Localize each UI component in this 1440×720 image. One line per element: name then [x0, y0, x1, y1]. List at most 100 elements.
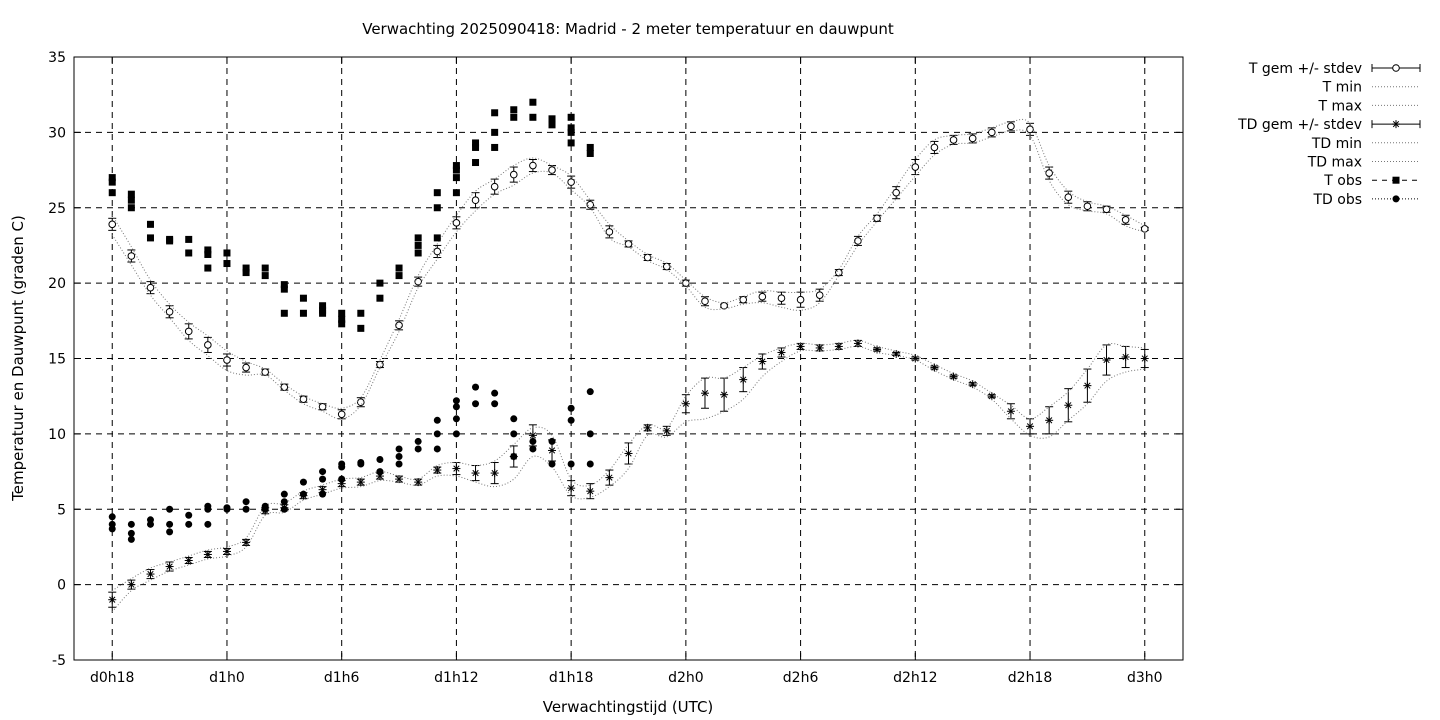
x-tick-label: d2h0 — [668, 670, 704, 686]
star-stroke — [873, 346, 881, 353]
data-point — [892, 188, 900, 197]
star-stroke — [778, 349, 785, 356]
data-point — [280, 383, 289, 391]
data-point — [108, 220, 117, 229]
series-t-min — [111, 129, 1145, 420]
data-point — [586, 487, 595, 496]
y-tick-label: 0 — [57, 578, 66, 594]
data-point — [357, 309, 365, 317]
y-tick-label: 30 — [48, 125, 66, 141]
data-point — [184, 556, 193, 565]
legend-label: TD gem +/- stdev — [1237, 117, 1362, 133]
star-stroke — [1141, 355, 1148, 362]
data-point — [452, 189, 460, 197]
data-point — [146, 570, 155, 579]
legend-item: T gem +/- stdev — [1248, 61, 1421, 77]
series-line — [111, 345, 1145, 613]
series-line — [111, 129, 1145, 420]
data-point — [1026, 422, 1035, 431]
data-point — [1102, 205, 1111, 214]
x-tick-label: d1h18 — [549, 670, 593, 686]
data-point — [854, 237, 862, 245]
data-point — [338, 475, 346, 483]
data-point — [529, 98, 537, 106]
data-point — [471, 469, 480, 478]
star-stroke — [204, 551, 211, 558]
star-stroke — [147, 570, 154, 578]
data-point — [510, 452, 518, 460]
data-point — [376, 456, 384, 464]
star-stroke — [701, 390, 709, 397]
legend-label: TD obs — [1312, 192, 1362, 208]
data-point — [338, 309, 346, 317]
star-stroke — [1103, 356, 1110, 364]
data-point — [319, 468, 327, 476]
data-point — [280, 281, 288, 289]
data-point — [949, 372, 958, 381]
legend-item: T min — [1322, 80, 1420, 96]
data-point — [548, 121, 556, 129]
data-point — [414, 445, 422, 453]
data-point — [127, 190, 135, 198]
star-stroke — [567, 484, 575, 492]
data-point — [873, 214, 881, 223]
data-point — [395, 460, 403, 468]
data-point — [108, 513, 116, 521]
data-point — [280, 498, 288, 506]
x-tick-label: d2h12 — [893, 670, 937, 686]
data-point — [146, 283, 155, 292]
data-point — [433, 247, 442, 256]
data-point — [223, 249, 231, 257]
data-point — [146, 234, 154, 242]
star-stroke — [1026, 423, 1034, 430]
star-stroke — [395, 475, 403, 483]
legend-label: T max — [1317, 98, 1362, 114]
y-tick-label: -5 — [52, 653, 66, 669]
x-tick-label: d3h0 — [1127, 670, 1163, 686]
y-tick-label: 25 — [48, 201, 66, 217]
star-stroke — [606, 474, 613, 481]
data-point — [720, 390, 729, 399]
data-point — [567, 404, 575, 412]
data-point — [567, 124, 575, 132]
y-tick-label: 15 — [48, 352, 66, 368]
data-point — [930, 143, 939, 152]
data-point — [567, 128, 575, 136]
data-point — [567, 484, 576, 493]
data-point — [204, 505, 212, 513]
data-point — [987, 128, 996, 137]
legend-label: T min — [1322, 80, 1362, 96]
data-point — [452, 397, 460, 405]
star-stroke — [1065, 402, 1072, 409]
star-stroke — [472, 469, 479, 477]
data-point — [491, 389, 499, 397]
star-stroke — [223, 548, 231, 555]
data-point — [127, 252, 136, 260]
data-point — [567, 113, 575, 121]
axis-ticks: d0h18 d1h0 d1h6 d1h12 d1h18 d2h0 d2h6 d2h12 d2h1… — [48, 50, 1183, 686]
data-point — [356, 478, 365, 487]
data-point — [395, 321, 403, 330]
data-point — [1083, 381, 1092, 390]
data-point — [567, 460, 575, 468]
data-point — [357, 324, 365, 332]
data-point — [472, 400, 480, 408]
data-point — [491, 128, 499, 136]
data-point — [700, 389, 709, 398]
data-point — [472, 159, 480, 167]
data-point — [376, 294, 384, 302]
data-point — [643, 253, 652, 262]
data-point — [433, 204, 441, 212]
data-point — [1045, 416, 1054, 425]
data-point — [280, 490, 288, 498]
data-point — [510, 430, 518, 438]
data-point — [471, 196, 480, 205]
data-point — [108, 189, 116, 197]
data-point — [643, 423, 652, 432]
series-t-obs — [108, 98, 594, 332]
data-point — [567, 416, 575, 424]
data-point — [242, 363, 250, 372]
data-point — [586, 143, 594, 151]
data-point — [548, 437, 556, 445]
